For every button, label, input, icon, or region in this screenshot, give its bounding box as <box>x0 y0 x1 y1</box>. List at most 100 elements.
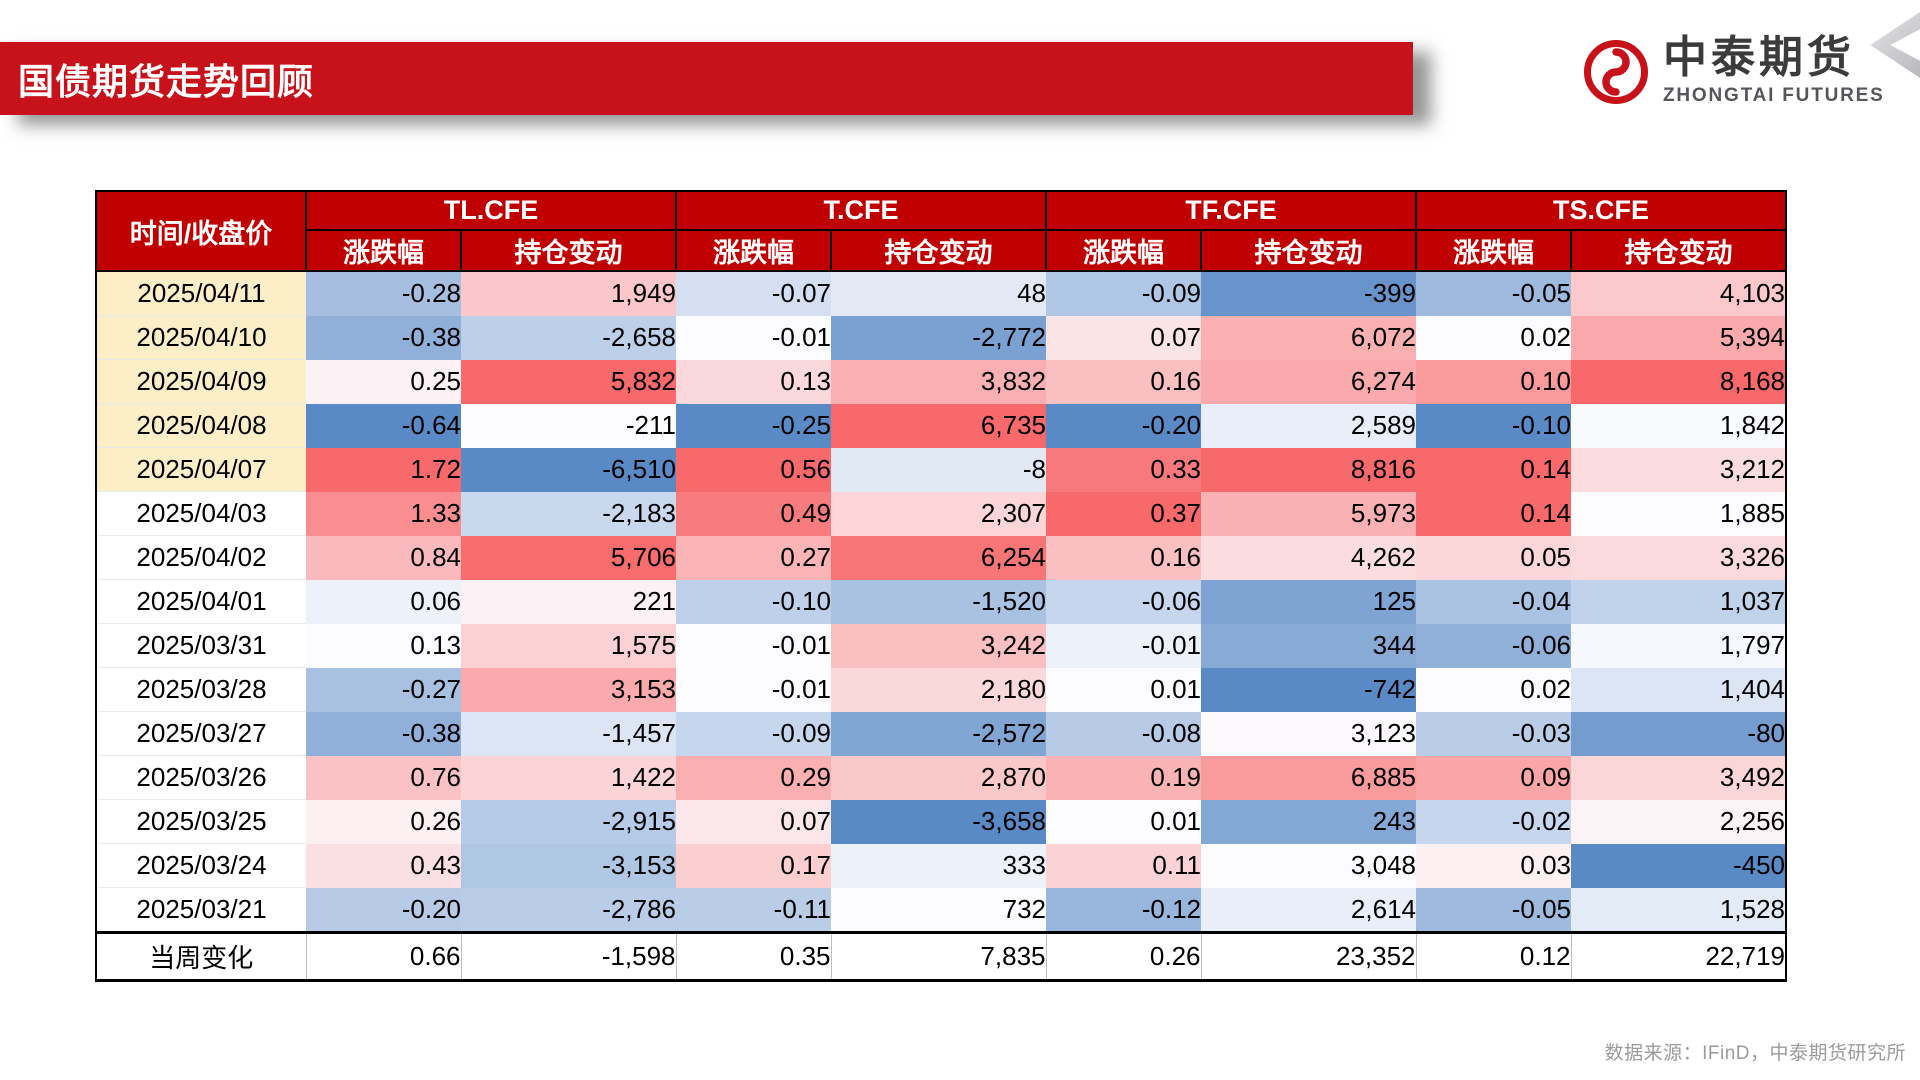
pct-change-cell: 1.33 <box>306 491 461 536</box>
page-title: 国债期货走势回顾 <box>18 60 315 102</box>
oi-change-cell: 4,103 <box>1571 271 1786 316</box>
oi-change-cell: -2,772 <box>831 315 1046 360</box>
pct-change-cell: -0.20 <box>306 887 461 933</box>
table-row: 2025/04/09 0.25 5,832 0.13 3,832 0.16 6,274 0.1… <box>96 359 1786 404</box>
oi-change-cell: 243 <box>1201 799 1416 844</box>
pct-change-cell: -0.28 <box>306 271 461 316</box>
weekly-oi-cell: 23,352 <box>1200 931 1416 982</box>
contract-header-tl: TL.CFE <box>305 190 677 231</box>
pct-change-cell: -0.08 <box>1046 711 1201 756</box>
pct-change-cell: 0.25 <box>306 359 461 404</box>
oi-change-cell: -450 <box>1571 843 1786 888</box>
pct-change-cell: 0.10 <box>1416 359 1571 404</box>
oi-change-cell: 6,885 <box>1201 755 1416 800</box>
oi-change-cell: 221 <box>461 579 676 624</box>
pct-change-cell: 0.17 <box>676 843 831 888</box>
header-row-measures: 涨跌幅 持仓变动 涨跌幅 持仓变动 涨跌幅 持仓变动 涨跌幅 持仓变动 <box>96 229 1787 272</box>
oi-change-cell: 6,072 <box>1201 315 1416 360</box>
pct-change-cell: -0.01 <box>676 667 831 712</box>
date-cell: 2025/04/11 <box>96 271 306 316</box>
table-row: 2025/04/07 1.72 -6,510 0.56 -8 0.33 8,816 0.14 3… <box>96 447 1786 492</box>
oi-change-cell: 2,180 <box>831 667 1046 712</box>
oi-change-cell: -2,915 <box>461 799 676 844</box>
subheader-oi: 持仓变动 <box>830 229 1047 272</box>
oi-change-cell: 3,048 <box>1201 843 1416 888</box>
weekly-change-label: 当周变化 <box>96 931 306 982</box>
oi-change-cell: -3,658 <box>831 799 1046 844</box>
pct-change-cell: -0.09 <box>1046 271 1201 316</box>
pct-change-cell: 0.49 <box>676 491 831 536</box>
pct-change-cell: 0.07 <box>1046 315 1201 360</box>
pct-change-cell: 0.09 <box>1416 755 1571 800</box>
table-row: 2025/03/31 0.13 1,575 -0.01 3,242 -0.01 344 -0.… <box>96 623 1786 668</box>
oi-change-cell: -211 <box>461 403 676 448</box>
date-cell: 2025/04/07 <box>96 447 306 492</box>
pct-change-cell: -0.01 <box>1046 623 1201 668</box>
pct-change-cell: 0.02 <box>1416 667 1571 712</box>
title-banner: 国债期货走势回顾 <box>0 42 1413 115</box>
oi-change-cell: 2,589 <box>1201 403 1416 448</box>
oi-change-cell: 3,326 <box>1571 535 1786 580</box>
oi-change-cell: 4,262 <box>1201 535 1416 580</box>
pct-change-cell: 0.07 <box>676 799 831 844</box>
pct-change-cell: -0.10 <box>676 579 831 624</box>
pct-change-cell: 0.37 <box>1046 491 1201 536</box>
pct-change-cell: -0.25 <box>676 403 831 448</box>
table-row: 2025/04/03 1.33 -2,183 0.49 2,307 0.37 5,973 0.… <box>96 491 1786 536</box>
date-cell: 2025/04/01 <box>96 579 306 624</box>
weekly-pct-cell: 0.35 <box>675 931 831 982</box>
subheader-oi: 持仓变动 <box>460 229 677 272</box>
weekly-pct-cell: 0.26 <box>1045 931 1201 982</box>
oi-change-cell: 125 <box>1201 579 1416 624</box>
logo-name-en: ZHONGTAI FUTURES <box>1663 85 1885 106</box>
date-cell: 2025/04/10 <box>96 315 306 360</box>
weekly-oi-cell: 22,719 <box>1570 931 1786 982</box>
pct-change-cell: 0.56 <box>676 447 831 492</box>
pct-change-cell: -0.01 <box>676 315 831 360</box>
oi-change-cell: 1,842 <box>1571 403 1786 448</box>
pct-change-cell: 0.16 <box>1046 535 1201 580</box>
oi-change-cell: -2,572 <box>831 711 1046 756</box>
oi-change-cell: 5,832 <box>461 359 676 404</box>
subheader-oi: 持仓变动 <box>1200 229 1417 272</box>
oi-change-cell: 732 <box>831 887 1046 933</box>
pct-change-cell: -0.27 <box>306 667 461 712</box>
oi-change-cell: 48 <box>831 271 1046 316</box>
pct-change-cell: -0.02 <box>1416 799 1571 844</box>
oi-change-cell: 2,256 <box>1571 799 1786 844</box>
oi-change-cell: 6,735 <box>831 403 1046 448</box>
subheader-pct: 涨跌幅 <box>305 229 462 272</box>
pct-change-cell: -0.64 <box>306 403 461 448</box>
table-row: 2025/04/10 -0.38 -2,658 -0.01 -2,772 0.07 6,07… <box>96 315 1786 360</box>
table-row: 2025/03/24 0.43 -3,153 0.17 333 0.11 3,048 0.03… <box>96 843 1786 888</box>
table-row: 2025/03/26 0.76 1,422 0.29 2,870 0.19 6,885 0.0… <box>96 755 1786 800</box>
table-row: 2025/04/11 -0.28 1,949 -0.07 48 -0.09 -399 -0.0… <box>96 271 1786 316</box>
oi-change-cell: 3,153 <box>461 667 676 712</box>
oi-change-cell: -2,658 <box>461 315 676 360</box>
date-cell: 2025/04/03 <box>96 491 306 536</box>
pct-change-cell: 0.13 <box>306 623 461 668</box>
oi-change-cell: -742 <box>1201 667 1416 712</box>
pct-change-cell: -0.05 <box>1416 887 1571 933</box>
oi-change-cell: 333 <box>831 843 1046 888</box>
pct-change-cell: 0.13 <box>676 359 831 404</box>
pct-change-cell: 0.03 <box>1416 843 1571 888</box>
contract-header-ts: TS.CFE <box>1415 190 1787 231</box>
pct-change-cell: -0.12 <box>1046 887 1201 933</box>
pct-change-cell: -0.10 <box>1416 403 1571 448</box>
oi-change-cell: 5,394 <box>1571 315 1786 360</box>
pct-change-cell: 0.02 <box>1416 315 1571 360</box>
futures-table: 时间/收盘价 TL.CFE T.CFE TF.CFE TS.CFE 涨跌幅 持仓… <box>95 190 1787 982</box>
contract-header-tf: TF.CFE <box>1045 190 1417 231</box>
subheader-pct: 涨跌幅 <box>1415 229 1572 272</box>
oi-change-cell: 3,242 <box>831 623 1046 668</box>
oi-change-cell: 1,404 <box>1571 667 1786 712</box>
pct-change-cell: -0.09 <box>676 711 831 756</box>
date-cell: 2025/03/25 <box>96 799 306 844</box>
oi-change-cell: -6,510 <box>461 447 676 492</box>
oi-change-cell: 1,528 <box>1571 887 1786 933</box>
header-row-contracts: 时间/收盘价 TL.CFE T.CFE TF.CFE TS.CFE <box>95 190 1787 272</box>
oi-change-cell: -2,786 <box>461 887 676 933</box>
date-cell: 2025/04/02 <box>96 535 306 580</box>
pct-change-cell: 0.33 <box>1046 447 1201 492</box>
